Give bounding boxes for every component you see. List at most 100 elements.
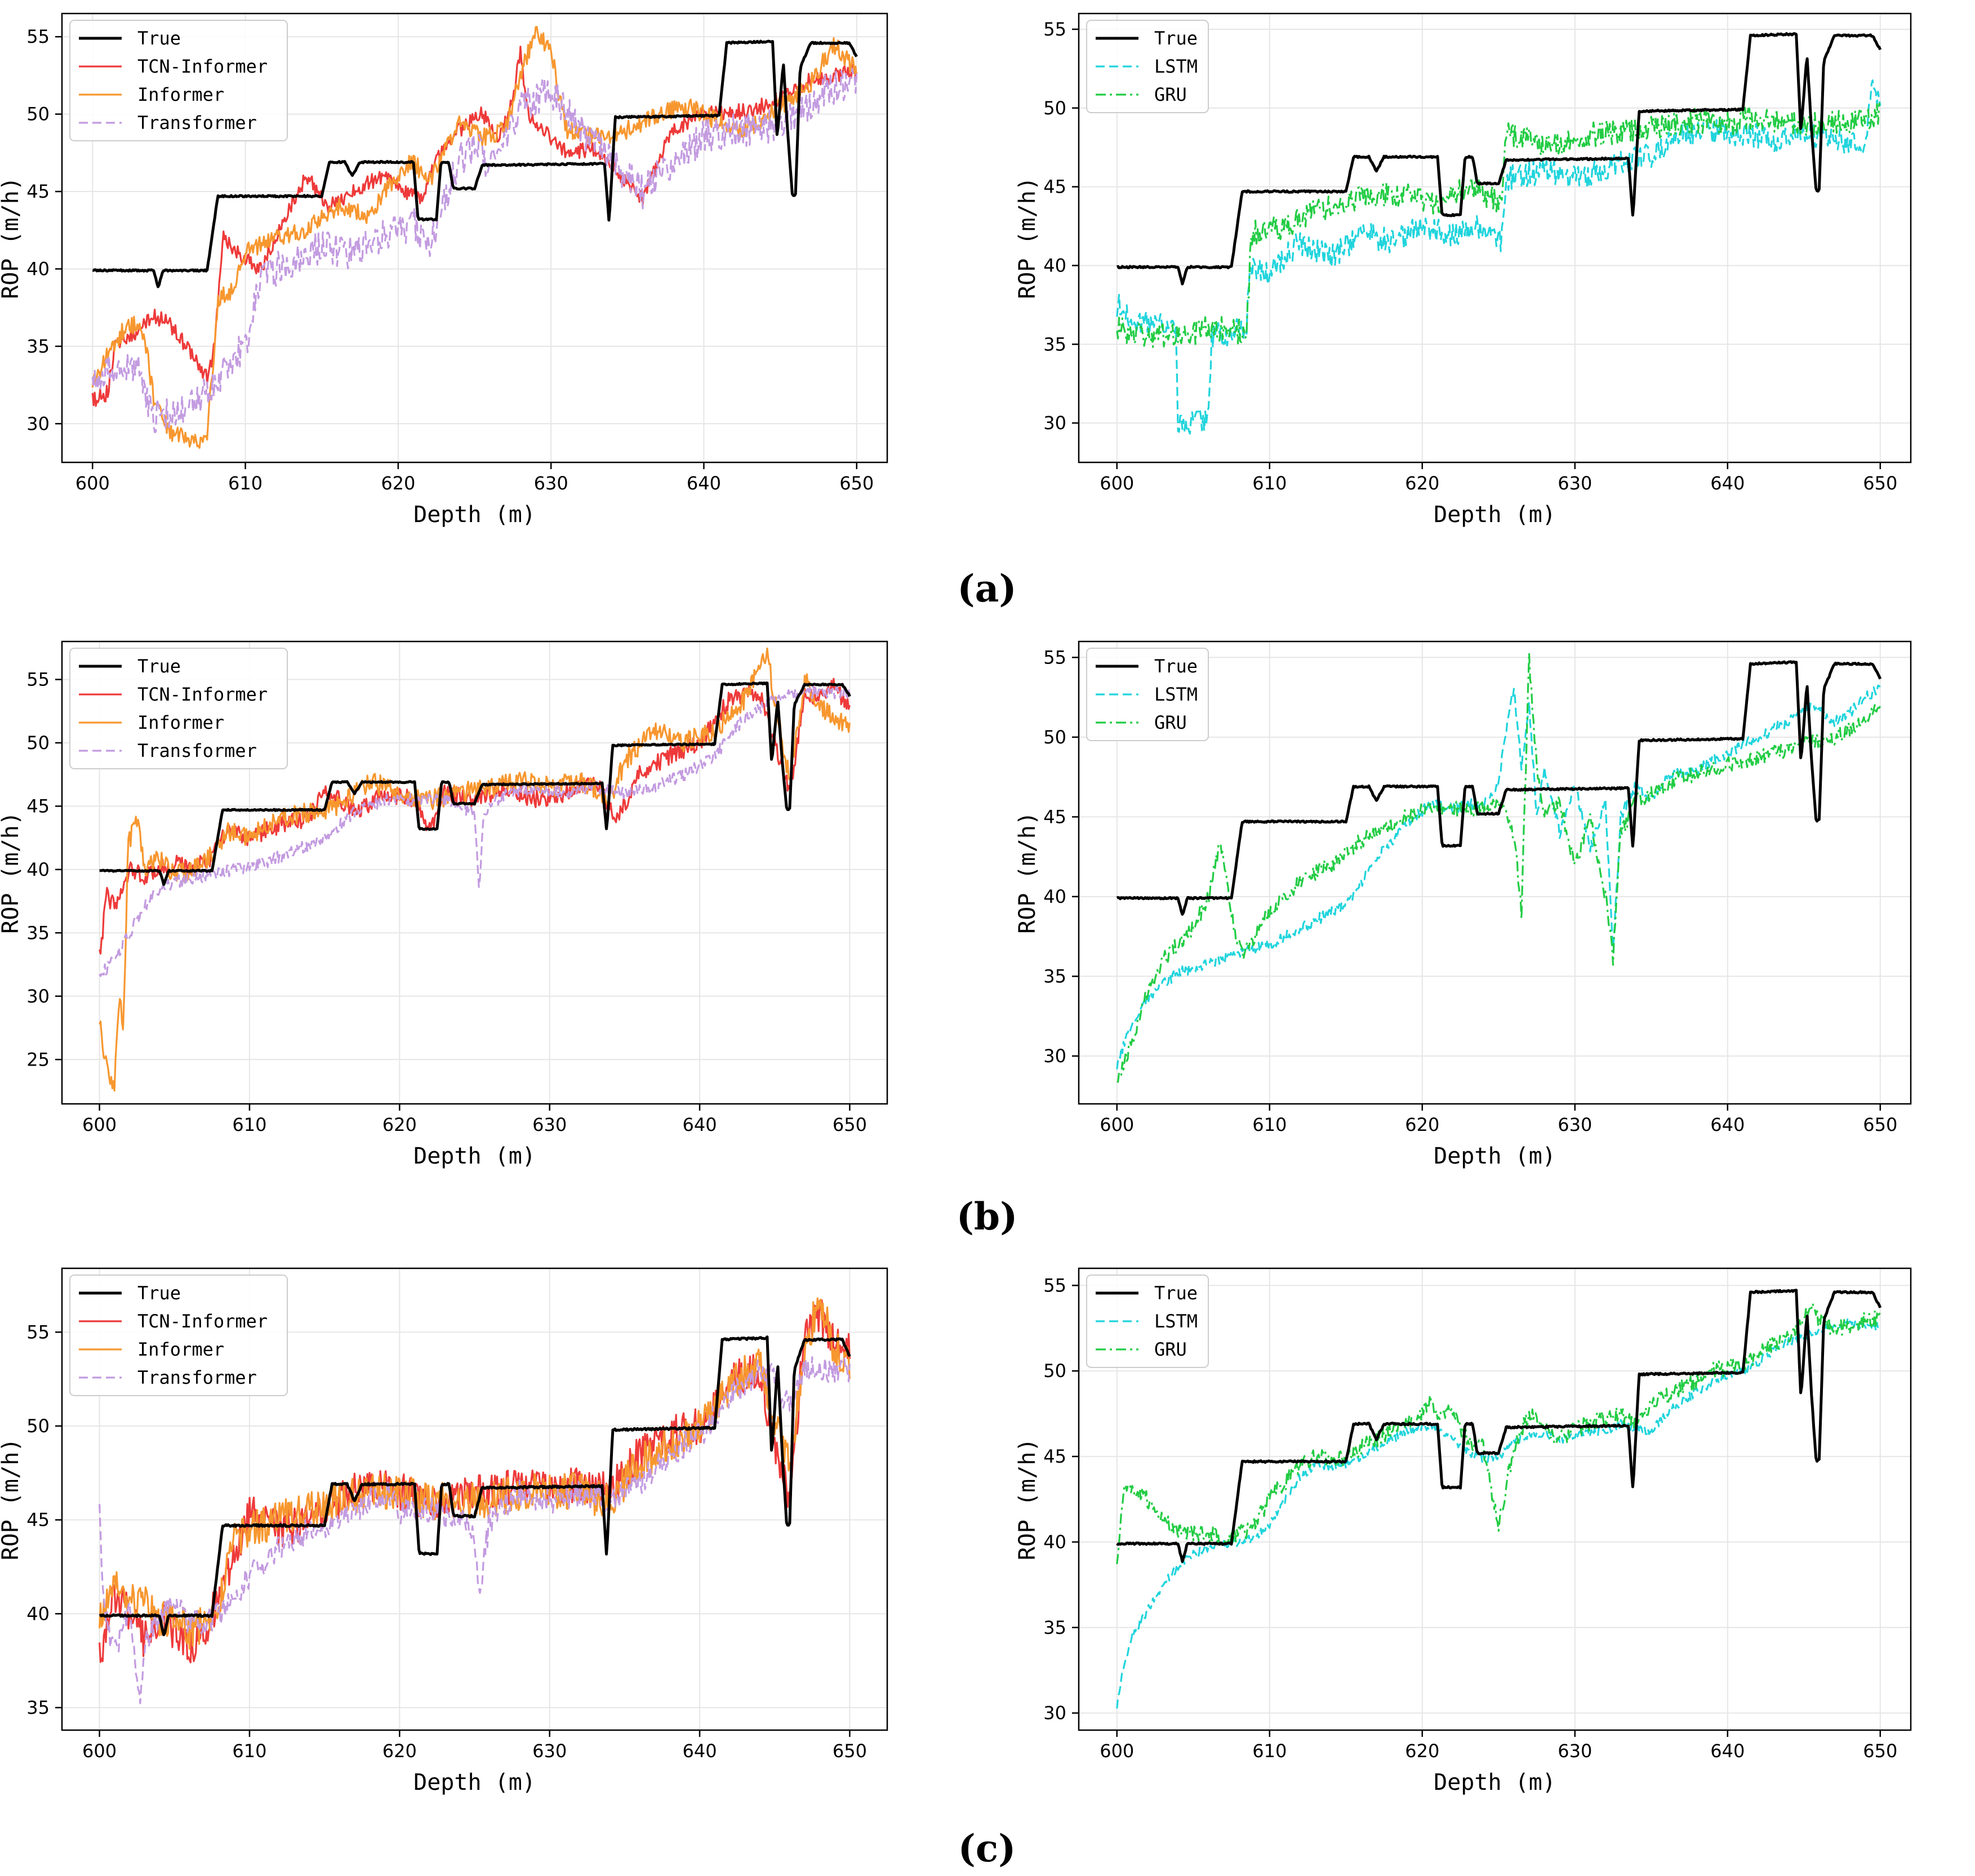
series-true-line	[99, 1335, 851, 1637]
y-tick-label: 55	[1043, 1275, 1066, 1296]
legend-label-informer: Informer	[137, 1339, 224, 1360]
legend-box	[1086, 20, 1209, 113]
y-tick-label: 45	[1043, 176, 1066, 198]
x-tick-label: 600	[82, 1114, 117, 1135]
gridlines	[1079, 14, 1911, 462]
x-tick-label: 620	[1405, 1114, 1439, 1135]
x-tick-label: 650	[1863, 1740, 1897, 1762]
series-gru-line	[1117, 652, 1881, 1083]
legend-label-informer: Informer	[137, 712, 224, 733]
series-true-line	[1117, 32, 1882, 286]
legend-label-true: True	[137, 28, 181, 49]
series-true-line	[1116, 1289, 1882, 1563]
x-axis-label: Depth (m)	[413, 502, 536, 528]
x-tick-label: 650	[1863, 473, 1897, 494]
plot-frame	[61, 640, 888, 1105]
x-tick-label: 610	[232, 1114, 266, 1135]
caption-b: (b)	[957, 1195, 1018, 1238]
series-gru-line	[1116, 1302, 1881, 1565]
caption-a: (a)	[957, 567, 1016, 611]
y-tick-label: 50	[26, 732, 50, 754]
y-tick-label: 45	[26, 181, 50, 202]
x-tick-label: 610	[1252, 1114, 1287, 1135]
x-tick-label: 620	[1405, 473, 1439, 494]
legend: True LSTM GRU	[1086, 648, 1209, 741]
legend-label-true: True	[1154, 656, 1198, 677]
series-transformer-line	[99, 1356, 851, 1704]
y-tick-label: 35	[26, 922, 50, 943]
y-tick-label: 50	[26, 104, 50, 125]
y-tick-label: 50	[1043, 1360, 1066, 1382]
series-true-line	[92, 39, 858, 288]
x-tick-label: 610	[228, 473, 263, 494]
y-axis-label: ROP (m/h)	[1015, 1438, 1040, 1561]
legend: True LSTM GRU	[1086, 1275, 1209, 1368]
x-tick-label: 620	[382, 1740, 417, 1762]
y-axis-label: ROP (m/h)	[0, 1438, 24, 1561]
y-tick-label: 30	[1043, 1045, 1066, 1067]
legend-label-gru: GRU	[1154, 84, 1187, 105]
plot-frame	[1078, 12, 1912, 464]
x-axis-label: Depth (m)	[1434, 1143, 1556, 1169]
series-lstm-line	[1116, 1318, 1881, 1709]
plot-frame	[1078, 1267, 1912, 1731]
legend-label-transformer: Transformer	[137, 740, 257, 761]
legend-label-tcn-informer: TCN-Informer	[137, 684, 268, 705]
series-lstm-line	[1116, 684, 1881, 1070]
y-tick-label: 40	[1043, 1531, 1066, 1553]
legend: True LSTM GRU	[1086, 20, 1209, 113]
series-true-line	[1116, 660, 1882, 916]
x-tick-label: 600	[75, 473, 110, 494]
legend: True TCN-Informer Informer Transformer	[69, 648, 288, 769]
legend: True TCN-Informer Informer Transformer	[69, 1275, 288, 1396]
y-tick-label: 35	[1043, 333, 1066, 355]
y-tick-label: 30	[26, 986, 50, 1007]
legend-label-true: True	[137, 1282, 181, 1304]
x-tick-label: 640	[1710, 473, 1745, 494]
y-tick-label: 40	[26, 1603, 50, 1624]
legend-label-lstm: LSTM	[1154, 56, 1198, 77]
legend-box	[69, 648, 288, 769]
x-tick-label: 600	[1100, 1740, 1134, 1762]
x-axis-label: Depth (m)	[1434, 502, 1556, 528]
y-tick-label: 30	[26, 413, 50, 434]
x-tick-label: 620	[381, 473, 415, 494]
series-transformer-line	[99, 685, 851, 977]
y-tick-label: 40	[1043, 255, 1066, 276]
y-axis-label: ROP (m/h)	[1015, 812, 1040, 934]
panel-b-right: 600 610 620 630 640 650 30 35 40 45 50 55 Depth (m) R…	[1015, 640, 1912, 1169]
x-tick-label: 640	[1710, 1740, 1745, 1762]
y-axis-label: ROP (m/h)	[0, 177, 24, 299]
legend-box	[69, 1275, 288, 1396]
x-axis-label: Depth (m)	[1434, 1770, 1556, 1795]
y-tick-label: 40	[26, 859, 50, 880]
y-tick-label: 30	[1043, 412, 1066, 434]
x-tick-label: 650	[1863, 1114, 1897, 1135]
x-tick-label: 600	[1100, 473, 1134, 494]
x-tick-label: 640	[687, 473, 721, 494]
panel-c-right: 600 610 620 630 640 650 30 35 40 45 50 55 Depth (m) R…	[1015, 1267, 1912, 1795]
y-tick-label: 35	[1043, 1617, 1066, 1638]
series-informer-line	[99, 647, 851, 1092]
y-tick-label: 55	[1043, 19, 1066, 40]
x-tick-label: 600	[82, 1740, 117, 1762]
series-tcn-informer-line	[91, 46, 858, 407]
x-tick-label: 610	[1252, 1740, 1287, 1762]
y-tick-label: 40	[26, 258, 50, 279]
plot-frame	[61, 1267, 888, 1731]
x-axis-label: Depth (m)	[413, 1770, 536, 1795]
panel-b-left: 600 610 620 630 640 650 25 30 35 40 45 50 55 Depth (m…	[0, 640, 888, 1169]
x-tick-label: 610	[1252, 473, 1287, 494]
plot-frame	[1078, 640, 1912, 1105]
x-tick-label: 650	[833, 1740, 867, 1762]
caption-c: (c)	[958, 1826, 1016, 1870]
plot-frame	[61, 12, 888, 464]
x-tick-label: 630	[534, 473, 568, 494]
panel-c-left: 600 610 620 630 640 650 35 40 45 50 55 Depth (m) ROP…	[0, 1267, 888, 1795]
legend-label-transformer: Transformer	[137, 112, 257, 133]
y-tick-label: 35	[26, 336, 50, 357]
x-tick-label: 630	[1558, 473, 1592, 494]
x-tick-label: 620	[1405, 1740, 1439, 1762]
legend-label-informer: Informer	[137, 84, 224, 105]
